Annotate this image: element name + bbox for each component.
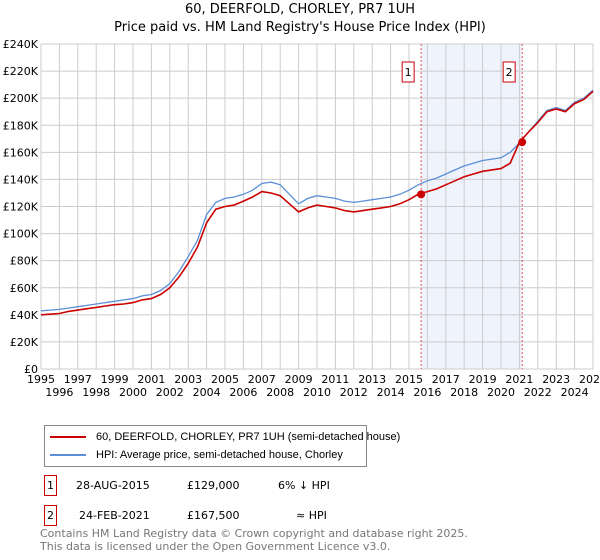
x-tick-label: 2014 [377, 386, 405, 399]
annotation-label: 2 [506, 66, 513, 79]
footer-line-1: Contains HM Land Registry data © Crown c… [40, 527, 468, 540]
x-tick-label: 2016 [413, 386, 441, 399]
x-tick-label: 2002 [156, 386, 184, 399]
y-tick-label: £0 [24, 363, 38, 376]
y-tick-label: £20K [10, 336, 39, 349]
annotation-badge [401, 61, 415, 83]
legend-label-hpi: HPI: Average price, semi-detached house,… [96, 449, 343, 461]
x-tick-label: 1995 [27, 373, 55, 386]
y-tick-label: £160K [3, 146, 39, 159]
x-tick-label: 1997 [64, 373, 92, 386]
x-tick-label: 2019 [469, 373, 497, 386]
sale-point [417, 190, 426, 199]
price-line [40, 90, 594, 316]
transaction-hpi: 6% ↓ HPI [278, 479, 330, 492]
y-tick-label: £220K [3, 65, 39, 78]
footer-line-2: This data is licensed under the Open Gov… [40, 540, 391, 553]
x-tick-label: 2010 [303, 386, 331, 399]
chart-title: 60, DEERFOLD, CHORLEY, PR7 1UH [184, 2, 416, 17]
x-tick-label: 2000 [119, 386, 147, 399]
y-tick-label: £100K [3, 228, 39, 241]
y-tick-label: £240K [3, 38, 39, 51]
x-tick-label: 2023 [542, 373, 570, 386]
x-tick-label: 2004 [193, 386, 221, 399]
x-tick-label: 2018 [450, 386, 478, 399]
x-tick-label: 2007 [248, 373, 276, 386]
footer: Contains HM Land Registry data © Crown c… [40, 527, 468, 553]
y-tick-label: £180K [3, 119, 39, 132]
x-tick-label: 2012 [340, 386, 368, 399]
transaction-hpi: ≈ HPI [296, 509, 327, 522]
x-tick-label: 2020 [487, 386, 515, 399]
y-tick-label: £140K [3, 173, 39, 186]
x-tick-label: 1999 [101, 373, 129, 386]
annotation-badge [502, 61, 516, 83]
x-tick-label: 2011 [321, 373, 349, 386]
x-tick-label: 2022 [524, 386, 552, 399]
x-tick-label: 2006 [229, 386, 257, 399]
chart-subtitle: Price paid vs. HM Land Registry's House … [114, 20, 486, 35]
transaction-date: 28-AUG-2015 [76, 479, 150, 492]
transaction-price: £167,500 [187, 509, 240, 522]
sale-point [518, 138, 527, 147]
x-tick-label: 1998 [82, 386, 110, 399]
transaction-badge: 2 [44, 505, 57, 526]
y-tick-label: £200K [3, 92, 39, 105]
y-tick-label: £40K [10, 309, 39, 322]
x-tick-label: 2025 [579, 373, 600, 386]
transaction-date: 24-FEB-2021 [79, 509, 150, 522]
annotation-label: 1 [405, 66, 412, 79]
x-tick-label: 1996 [45, 386, 73, 399]
x-tick-label: 2008 [266, 386, 294, 399]
x-tick-label: 2021 [505, 373, 533, 386]
x-tick-label: 2017 [432, 373, 460, 386]
y-tick-label: £120K [3, 201, 39, 214]
price-chart: 1995199619971998199920002001200220032004… [3, 38, 600, 399]
legend: 60, DEERFOLD, CHORLEY, PR7 1UH (semi-det… [44, 425, 400, 467]
legend-blue-line [50, 454, 86, 456]
y-tick-label: £80K [10, 255, 39, 268]
y-tick-label: £60K [10, 282, 39, 295]
x-tick-label: 2009 [285, 373, 313, 386]
x-tick-label: 2013 [358, 373, 386, 386]
transaction-price: £129,000 [187, 479, 240, 492]
x-tick-label: 2015 [395, 373, 423, 386]
x-tick-label: 2024 [561, 386, 589, 399]
x-tick-label: 2001 [137, 373, 165, 386]
x-tick-label: 2005 [211, 373, 239, 386]
legend-label-property: 60, DEERFOLD, CHORLEY, PR7 1UH (semi-det… [96, 431, 401, 443]
transaction-badge: 1 [44, 475, 57, 496]
legend-red-line [50, 436, 86, 438]
x-tick-label: 2003 [174, 373, 202, 386]
hpi-line [40, 89, 594, 312]
